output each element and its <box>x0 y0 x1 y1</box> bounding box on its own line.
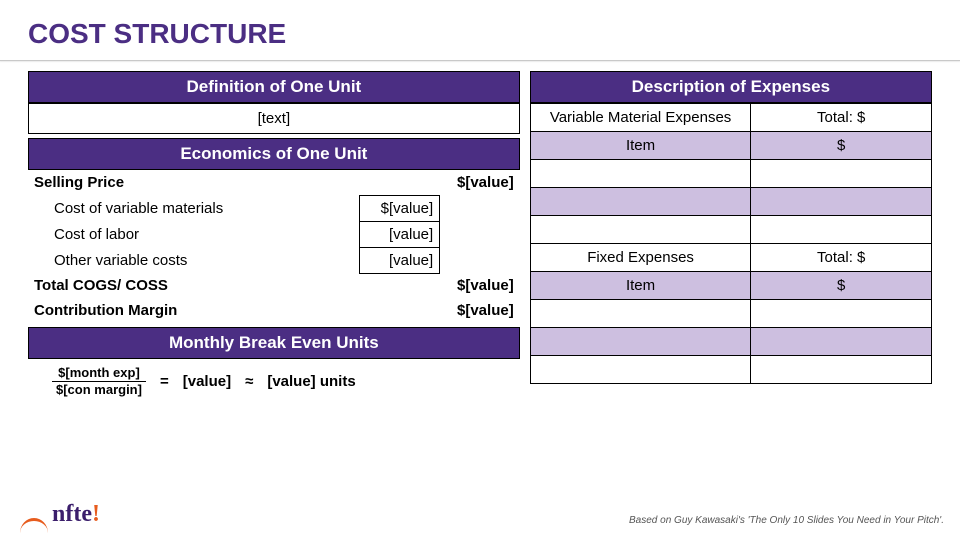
break-even-header: Monthly Break Even Units <box>28 327 520 359</box>
equals-sign: = <box>160 373 169 390</box>
blank-cell <box>751 188 932 216</box>
blank-cell <box>530 216 751 244</box>
fixed-exp-label: Fixed Expenses <box>530 244 751 272</box>
definition-text: [text] <box>28 103 520 134</box>
expenses-table: Variable Material Expenses Total: $ Item… <box>530 103 932 384</box>
labor-value: [value] <box>360 221 440 247</box>
approx-sign: ≈ <box>245 373 253 390</box>
blank-cell <box>530 160 751 188</box>
contribution-label: Contribution Margin <box>28 298 360 323</box>
var-materials-value: $[value] <box>360 195 440 221</box>
content-area: Definition of One Unit [text] Economics … <box>0 71 960 397</box>
var-exp-total: Total: $ <box>751 104 932 132</box>
divider <box>0 60 960 61</box>
footer-credit: Based on Guy Kawasaki's 'The Only 10 Sli… <box>629 515 944 526</box>
fraction-numerator: $[month exp] <box>54 365 144 381</box>
total-cogs-label: Total COGS/ COSS <box>28 273 360 298</box>
total-cogs-value: $[value] <box>440 273 520 298</box>
blank-cell <box>751 300 932 328</box>
right-column: Description of Expenses Variable Materia… <box>530 71 932 397</box>
selling-price-value: $[value] <box>440 170 520 195</box>
blank-cell <box>530 356 751 384</box>
selling-price-label: Selling Price <box>28 170 360 195</box>
break-even-formula: $[month exp] $[con margin] = [value] ≈ [… <box>28 365 520 397</box>
blank-cell <box>530 328 751 356</box>
break-even-fraction: $[month exp] $[con margin] <box>52 365 146 397</box>
item-value-1: $ <box>751 132 932 160</box>
labor-label: Cost of labor <box>28 221 360 247</box>
left-column: Definition of One Unit [text] Economics … <box>28 71 520 397</box>
blank-cell <box>751 160 932 188</box>
blank-cell <box>530 188 751 216</box>
contribution-value: $[value] <box>440 298 520 323</box>
item-value-2: $ <box>751 272 932 300</box>
blank-cell <box>751 216 932 244</box>
item-label-2: Item <box>530 272 751 300</box>
definition-header: Definition of One Unit <box>28 71 520 103</box>
economics-header: Economics of One Unit <box>28 138 520 170</box>
page-title: COST STRUCTURE <box>0 0 960 60</box>
other-var-label: Other variable costs <box>28 247 360 273</box>
fraction-denominator: $[con margin] <box>52 381 146 398</box>
blank-cell <box>530 300 751 328</box>
blank-cell <box>751 328 932 356</box>
break-even-value: [value] <box>183 373 231 390</box>
break-even-result: [value] units <box>267 373 355 390</box>
item-label-1: Item <box>530 132 751 160</box>
var-exp-label: Variable Material Expenses <box>530 104 751 132</box>
blank-cell <box>751 356 932 384</box>
var-materials-label: Cost of variable materials <box>28 195 360 221</box>
fixed-exp-total: Total: $ <box>751 244 932 272</box>
economics-table: Selling Price $[value] Cost of variable … <box>28 170 520 323</box>
nfte-logo: nfte! <box>26 501 100 528</box>
expenses-header: Description of Expenses <box>530 71 932 103</box>
other-var-value: [value] <box>360 247 440 273</box>
